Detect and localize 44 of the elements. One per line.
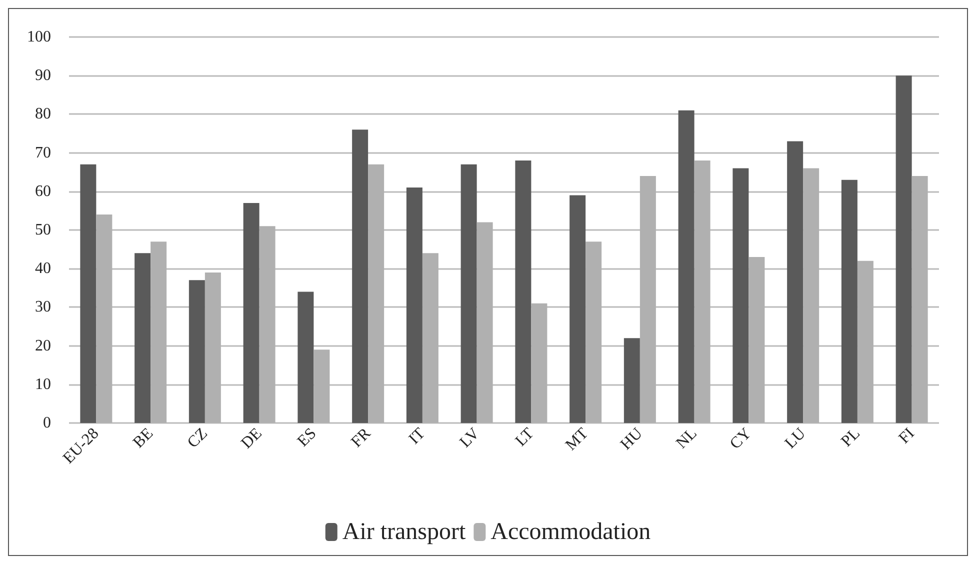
x-tick-label: MT bbox=[562, 424, 592, 454]
bar bbox=[896, 76, 912, 423]
x-tick-label: LV bbox=[456, 424, 484, 452]
x-tick-label: CZ bbox=[184, 424, 211, 452]
x-tick-label: CY bbox=[726, 424, 756, 453]
legend-label: Air transport bbox=[342, 519, 466, 545]
y-tick-label: 10 bbox=[35, 376, 51, 393]
x-tick-label: FR bbox=[348, 424, 374, 451]
bar bbox=[624, 338, 640, 423]
x-tick-label: HU bbox=[618, 424, 646, 454]
bar bbox=[787, 141, 804, 423]
bar bbox=[732, 168, 749, 423]
y-tick-label: 0 bbox=[43, 414, 51, 432]
y-tick-label: 100 bbox=[27, 28, 51, 46]
bar bbox=[515, 160, 532, 423]
x-tick-label: PL bbox=[838, 424, 864, 450]
bar bbox=[188, 280, 205, 423]
bar bbox=[243, 202, 260, 423]
bar bbox=[298, 292, 314, 423]
y-tick-label: 50 bbox=[35, 222, 51, 238]
bar bbox=[678, 110, 694, 423]
legend-label: Accommodation bbox=[490, 519, 651, 545]
bar bbox=[570, 195, 586, 423]
x-tick-label: NL bbox=[673, 424, 700, 452]
y-tick-label: 70 bbox=[35, 144, 51, 162]
x-tick-label: ES bbox=[294, 424, 320, 450]
y-tick-label: 40 bbox=[35, 260, 51, 278]
bar bbox=[80, 164, 96, 423]
bar bbox=[406, 188, 422, 423]
x-tick-label: LU bbox=[782, 424, 810, 452]
bar bbox=[352, 130, 368, 423]
y-tick-label: 80 bbox=[35, 106, 51, 123]
y-tick-label: 60 bbox=[35, 182, 51, 200]
bar bbox=[841, 180, 858, 423]
x-tick-label: FI bbox=[896, 424, 918, 448]
y-tick-label: 30 bbox=[35, 298, 51, 316]
y-tick-label: 20 bbox=[35, 337, 51, 354]
bar bbox=[460, 164, 477, 423]
x-tick-label: BE bbox=[130, 424, 157, 452]
x-tick-label: LT bbox=[512, 424, 538, 450]
x-tick-label: IT bbox=[406, 424, 429, 448]
x-tick-label: DE bbox=[238, 424, 266, 452]
bar bbox=[134, 253, 151, 423]
y-tick-label: 90 bbox=[35, 67, 51, 84]
